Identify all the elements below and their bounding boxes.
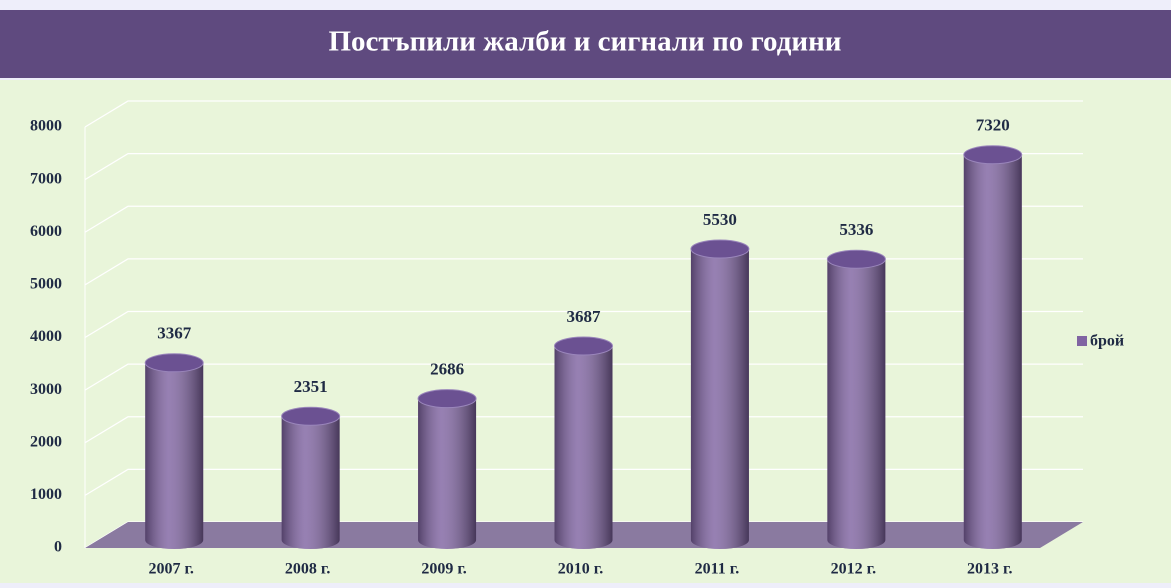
grid-line xyxy=(84,363,1083,391)
value-label: 5530 xyxy=(703,210,737,229)
x-tick-label: 2010 г. xyxy=(558,561,603,578)
bar-top xyxy=(144,353,204,373)
x-tick-label: 2007 г. xyxy=(148,561,193,578)
title-banner xyxy=(0,10,1171,78)
bar-top xyxy=(554,336,613,356)
x-tick-label: 2013 г. xyxy=(967,561,1012,578)
bar-top xyxy=(963,145,1023,165)
bar-shade xyxy=(963,154,1022,549)
x-tick-label: 2012 г. xyxy=(831,561,876,578)
bar-shade xyxy=(690,248,749,549)
value-label: 5336 xyxy=(839,220,873,239)
value-label: 3367 xyxy=(157,324,192,343)
y-tick-label: 7000 xyxy=(30,170,62,187)
x-tick-label: 2011 г. xyxy=(695,561,740,578)
y-tick-label: 4000 xyxy=(30,328,62,345)
x-tick-label: 2009 г. xyxy=(421,561,466,578)
y-tick-label: 5000 xyxy=(30,276,62,293)
y-tick-label: 3000 xyxy=(30,381,62,398)
chart-title: Постъпили жалби и сигнали по години xyxy=(328,26,841,58)
grid-line xyxy=(84,100,1083,128)
y-tick-label: 6000 xyxy=(30,223,62,240)
bar-shade xyxy=(554,345,613,549)
value-label: 2351 xyxy=(294,377,328,396)
bar-top xyxy=(281,406,341,426)
bar-top xyxy=(690,239,750,259)
y-tick-label: 2000 xyxy=(30,433,62,450)
grid-line xyxy=(84,205,1083,233)
value-label: 2686 xyxy=(430,360,464,379)
bar-shade xyxy=(827,259,886,549)
legend-swatch xyxy=(1077,336,1087,346)
bar-top xyxy=(826,249,886,269)
bar-top xyxy=(417,389,477,409)
value-label: 7320 xyxy=(976,116,1010,135)
y-tick-label: 1000 xyxy=(30,486,62,503)
y-tick-label: 0 xyxy=(54,539,62,556)
grid-line xyxy=(84,153,1083,181)
grid-line xyxy=(84,310,1083,339)
y-tick-label: 8000 xyxy=(30,118,62,135)
bar-shade xyxy=(281,416,340,549)
legend-label: брой xyxy=(1090,333,1124,350)
grid-line xyxy=(84,468,1083,496)
bar-shade xyxy=(418,398,477,549)
grid-line xyxy=(84,416,1083,444)
value-label: 3687 xyxy=(567,307,602,326)
grid-line xyxy=(84,258,1083,286)
bar-shade xyxy=(145,362,204,549)
x-tick-label: 2008 г. xyxy=(285,561,330,578)
